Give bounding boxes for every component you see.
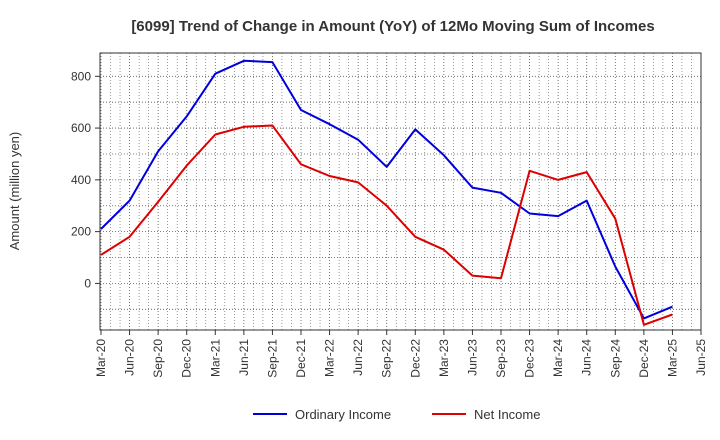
x-tick-label: Sep-23 bbox=[494, 339, 508, 378]
x-tick-label: Mar-22 bbox=[323, 339, 337, 377]
y-tick-label: 800 bbox=[71, 69, 91, 83]
series-lines bbox=[100, 59, 673, 326]
plot-area bbox=[100, 53, 701, 330]
series-line-net-income bbox=[100, 124, 673, 326]
x-tick-label: Mar-23 bbox=[437, 339, 451, 377]
x-tick-label: Dec-21 bbox=[294, 339, 308, 378]
x-tick-label: Mar-21 bbox=[208, 339, 222, 377]
x-tick-label: Mar-20 bbox=[94, 339, 108, 377]
x-tick-label: Dec-20 bbox=[180, 339, 194, 378]
x-tick-label: Sep-20 bbox=[151, 339, 165, 378]
x-tick-label: Dec-23 bbox=[523, 339, 537, 378]
x-tick-label: Sep-21 bbox=[265, 339, 279, 378]
legend-label: Net Income bbox=[474, 407, 540, 422]
x-tick-label: Mar-25 bbox=[665, 339, 679, 377]
x-tick-label: Sep-24 bbox=[608, 339, 622, 378]
plot-border bbox=[99, 52, 702, 331]
x-tick-label: Sep-22 bbox=[380, 339, 394, 378]
grid-lines bbox=[100, 53, 702, 330]
x-axis-ticks: Mar-20 Jun-20 Sep-20 Dec-20 Mar-21 Jun-21 Sep-… bbox=[94, 330, 708, 378]
x-tick-label: Jun-20 bbox=[123, 339, 137, 376]
x-tick-label: Dec-24 bbox=[637, 339, 651, 378]
chart-title: [6099] Trend of Change in Amount (YoY) o… bbox=[131, 18, 654, 35]
x-tick-label: Jun-23 bbox=[465, 339, 479, 376]
x-tick-label: Jun-24 bbox=[580, 339, 594, 376]
y-tick-label: 200 bbox=[71, 225, 91, 239]
x-tick-label: Jun-25 bbox=[694, 339, 708, 376]
y-axis-label: Amount (million yen) bbox=[7, 132, 22, 251]
legend-label: Ordinary Income bbox=[295, 407, 391, 422]
x-tick-label: Mar-24 bbox=[551, 339, 565, 377]
y-tick-label: 400 bbox=[71, 173, 91, 187]
y-tick-label: 0 bbox=[84, 276, 91, 290]
y-axis-ticks: 0 200 400 600 800 bbox=[71, 69, 100, 290]
series-line-ordinary-income bbox=[100, 59, 673, 320]
y-tick-label: 600 bbox=[71, 121, 91, 135]
x-tick-label: Jun-22 bbox=[351, 339, 365, 376]
x-tick-label: Jun-21 bbox=[237, 339, 251, 376]
x-tick-label: Dec-22 bbox=[408, 339, 422, 378]
legend: Ordinary Income Net Income bbox=[253, 407, 540, 422]
